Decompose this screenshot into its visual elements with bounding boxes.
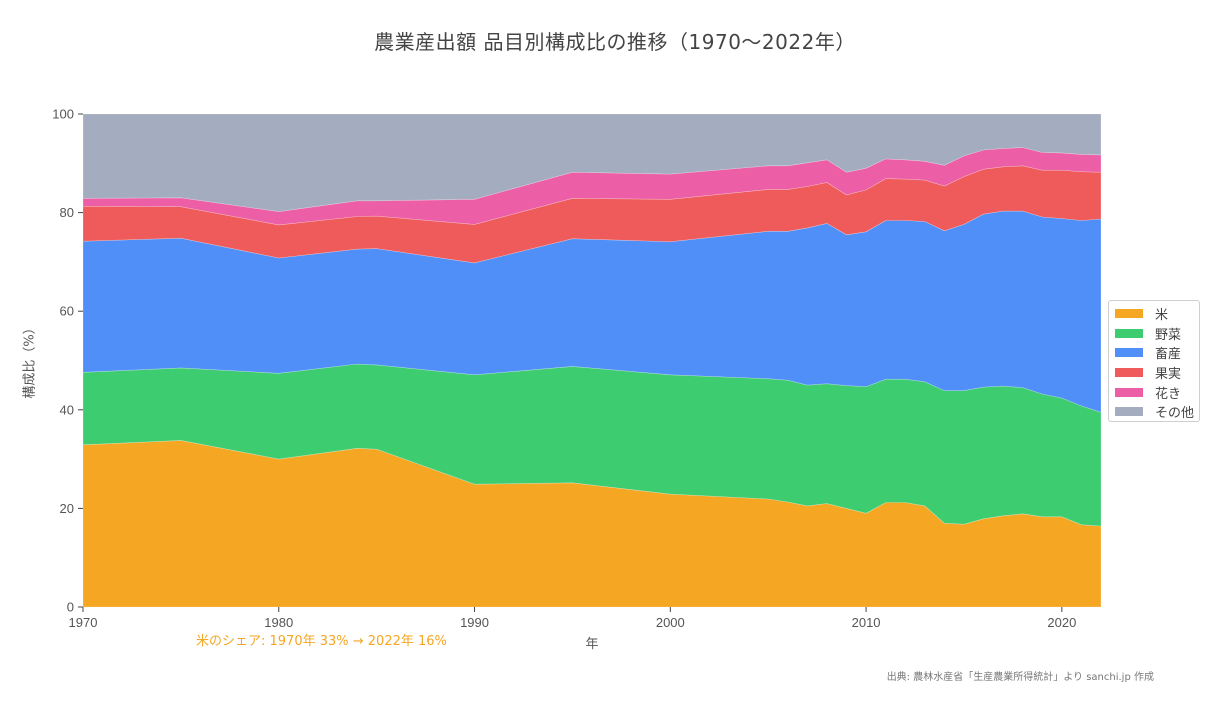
legend-label: 野菜 [1155,327,1182,343]
legend-label: 花き [1155,386,1182,402]
tick-label: 20 [60,501,74,516]
tick-label: 2000 [656,615,685,630]
legend-label: 米 [1155,308,1169,324]
other-swatch-icon [1115,407,1143,417]
axes: 0 20 40 60 80 100 1970 1980 1990 2000 2010 2020 [52,107,1076,631]
rice-share-annotation: 米のシェア: 1970年 33% → 2022年 16% [196,634,447,649]
vegetables-swatch-icon [1115,328,1143,338]
x-axis-title: 年 [585,637,599,652]
tick-label: 1990 [460,615,489,630]
tick-label: 80 [60,205,74,220]
source-note: 出典: 農林水産省「生産農業所得統計」より sanchi.jp 作成 [886,672,1154,683]
legend-item-rice[interactable]: 米 [1115,304,1199,324]
tick-label: 1970 [69,615,98,630]
legend-item-fruit[interactable]: 果実 [1115,363,1199,383]
area-layers [82,113,1102,608]
tick-label: 2010 [852,615,881,630]
legend-item-other[interactable]: その他 [1115,402,1199,422]
area-series [82,113,1102,212]
legend-item-flowers[interactable]: 花き [1115,382,1199,402]
flowers-swatch-icon [1115,387,1143,397]
chart-title: 農業産出額 品目別構成比の推移（1970〜2022年） [374,30,856,54]
legend: 米 野菜 畜産 果実 花き その他 [1108,300,1200,422]
legend-item-livestock[interactable]: 畜産 [1115,343,1199,363]
tick-label: 0 [67,600,74,615]
tick-label: 1980 [264,615,293,630]
livestock-swatch-icon [1115,348,1143,358]
legend-label: 果実 [1155,367,1182,383]
rice-swatch-icon [1115,309,1143,319]
fruit-swatch-icon [1115,368,1143,378]
tick-label: 40 [60,402,74,417]
y-axis-title: 構成比（%） [22,321,38,399]
legend-label: 畜産 [1155,347,1182,363]
tick-label: 2020 [1047,615,1076,630]
tick-label: 100 [52,107,74,122]
tick-label: 60 [60,304,74,319]
legend-item-vegetables[interactable]: 野菜 [1115,324,1199,344]
legend-label: その他 [1155,406,1195,422]
